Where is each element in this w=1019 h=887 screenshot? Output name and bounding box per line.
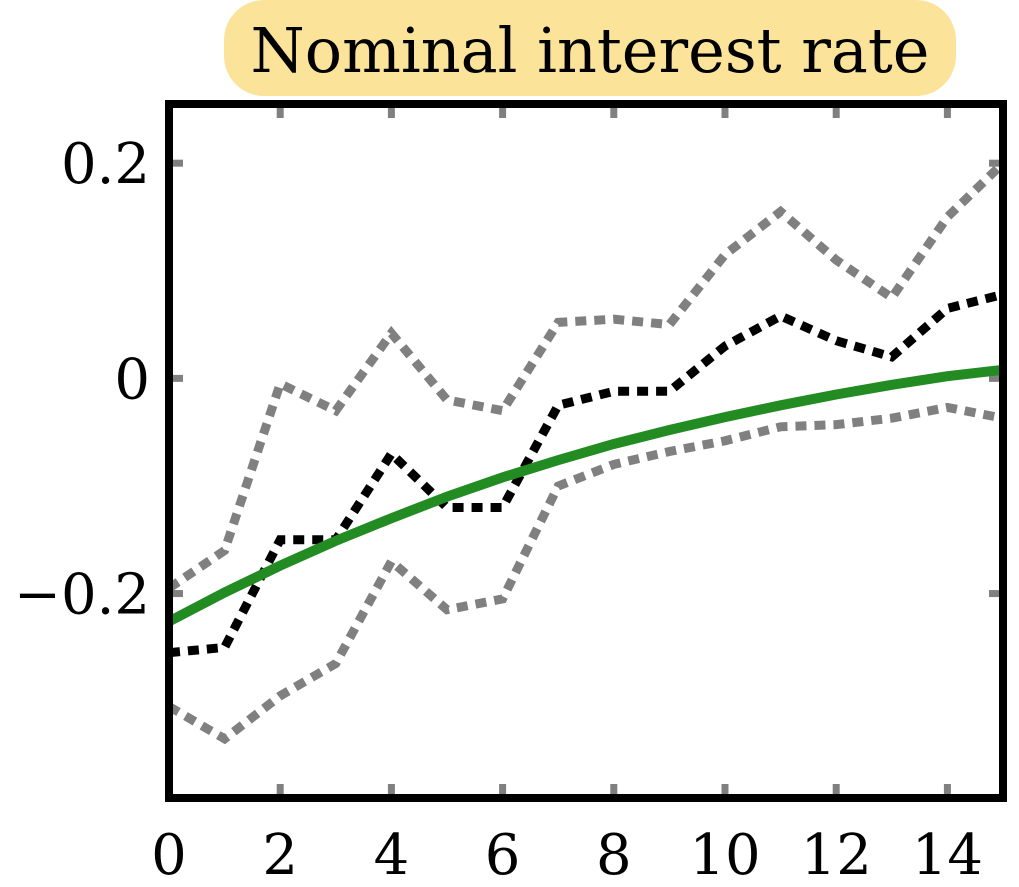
y-tick-label: −0.2 xyxy=(14,563,150,628)
x-tick-label: 10 xyxy=(689,823,760,887)
series-line-dotted-black xyxy=(168,290,1005,658)
series-layer xyxy=(166,159,1007,745)
y-tick-label: 0.2 xyxy=(61,132,150,197)
series-line-dotted-gray xyxy=(166,159,1007,592)
title-background xyxy=(224,0,956,96)
x-tick-label: 0 xyxy=(151,823,187,887)
tick-labels: 0 2 4 6 8 10 12 14 −0.2 0 0.2 xyxy=(14,132,983,887)
x-tick-label: 4 xyxy=(374,823,410,887)
x-tick-label: 6 xyxy=(485,823,521,887)
series-line-solid xyxy=(166,364,1004,626)
x-tick-label: 2 xyxy=(262,823,298,887)
x-tick-label: 12 xyxy=(801,823,872,887)
plot-frame xyxy=(165,100,1007,802)
x-tick-label: 14 xyxy=(912,823,983,887)
x-tick-label: 8 xyxy=(596,823,632,887)
y-tick-label: 0 xyxy=(114,347,150,412)
chart-title: Nominal interest rate xyxy=(251,14,930,87)
